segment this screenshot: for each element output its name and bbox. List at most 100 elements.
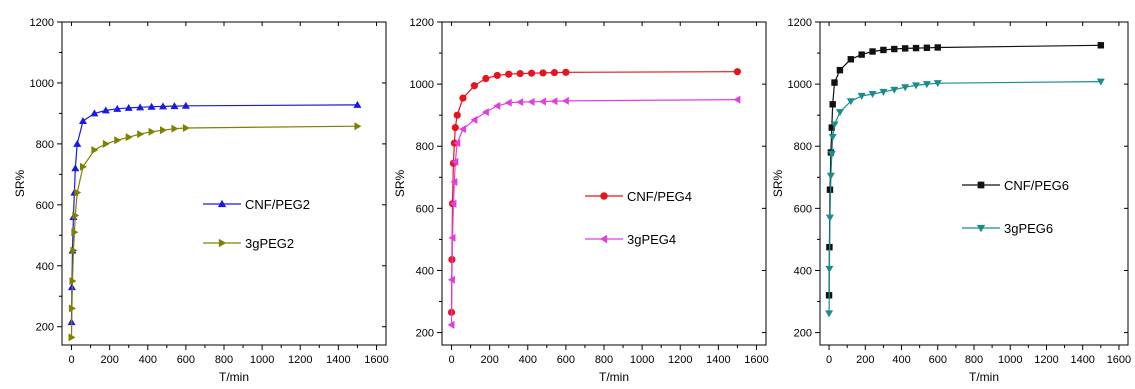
y-tick-label: 400 bbox=[794, 265, 812, 277]
data-point bbox=[160, 126, 168, 135]
y-tick-label: 600 bbox=[36, 200, 54, 212]
x-tick-label: 1000 bbox=[998, 354, 1022, 366]
y-tick-label: 1200 bbox=[410, 17, 434, 29]
data-point bbox=[901, 84, 910, 92]
x-tick-label: 600 bbox=[929, 354, 947, 366]
data-point bbox=[171, 124, 179, 133]
x-tick-label: 600 bbox=[177, 354, 195, 366]
data-point bbox=[826, 172, 835, 180]
data-point bbox=[459, 94, 467, 102]
x-tick-label: 1400 bbox=[706, 354, 730, 366]
data-point bbox=[447, 320, 455, 329]
data-point bbox=[72, 211, 80, 220]
data-point bbox=[353, 100, 362, 108]
data-point bbox=[124, 103, 133, 111]
data-point bbox=[550, 97, 558, 106]
data-point bbox=[912, 44, 920, 52]
data-point bbox=[170, 102, 179, 110]
chart-panel-3: 0 200 400 600 800 1000 1200 1400 1600 200 400 600 80… bbox=[771, 17, 1131, 384]
data-point bbox=[829, 101, 836, 108]
y-tick-label: 1000 bbox=[30, 78, 54, 90]
data-point bbox=[901, 45, 909, 52]
data-point bbox=[828, 124, 835, 131]
y-tick-label: 800 bbox=[416, 141, 434, 153]
data-point bbox=[458, 125, 466, 134]
data-point bbox=[71, 164, 80, 172]
data-point bbox=[68, 333, 76, 342]
data-point bbox=[825, 310, 834, 318]
y-tick-label: 200 bbox=[36, 322, 54, 334]
data-point bbox=[846, 98, 855, 106]
data-point bbox=[451, 123, 459, 132]
y-axis-title: SR% bbox=[771, 170, 785, 198]
data-point bbox=[453, 111, 461, 119]
y-tick-label: 600 bbox=[794, 203, 812, 215]
y-tick-label: 400 bbox=[416, 265, 434, 277]
y-tick-label: 400 bbox=[36, 261, 54, 273]
x-tick-label: 200 bbox=[480, 354, 498, 366]
data-point bbox=[527, 97, 535, 106]
data-point bbox=[539, 97, 547, 106]
x-tick-label: 0 bbox=[448, 354, 454, 366]
data-point bbox=[447, 275, 455, 284]
series-CNF/PEG6 bbox=[825, 42, 1105, 299]
x-tick-label: 1600 bbox=[364, 354, 388, 366]
plot-frame bbox=[819, 21, 1129, 346]
data-point bbox=[868, 91, 877, 99]
data-point bbox=[79, 162, 87, 171]
series-CNF/PEG4 bbox=[447, 68, 742, 316]
x-tick-label: 200 bbox=[100, 354, 118, 366]
series-3gPEG4 bbox=[447, 95, 741, 329]
y-tick-label: 1200 bbox=[30, 17, 54, 29]
x-tick-label: 1400 bbox=[1070, 354, 1094, 366]
data-point bbox=[481, 108, 489, 117]
data-point bbox=[828, 133, 837, 141]
data-point bbox=[1096, 78, 1105, 86]
data-point bbox=[449, 199, 457, 208]
series-line bbox=[450, 99, 738, 325]
chart-panel-2: 0 200 400 600 800 1000 1200 1400 1600 200 400 600 80… bbox=[393, 17, 769, 384]
x-tick-label: 1200 bbox=[1034, 354, 1058, 366]
data-point bbox=[71, 228, 79, 237]
data-point bbox=[516, 98, 524, 107]
data-point bbox=[825, 265, 834, 273]
x-axis-title: T/min bbox=[219, 370, 249, 384]
data-point bbox=[880, 46, 887, 54]
legend-label: 3gPEG6 bbox=[1004, 221, 1053, 236]
data-point bbox=[858, 51, 865, 58]
data-point bbox=[825, 214, 834, 222]
data-point bbox=[826, 186, 834, 193]
x-tick-label: 600 bbox=[557, 354, 575, 366]
data-point bbox=[869, 48, 876, 55]
series-line bbox=[70, 125, 358, 338]
data-point bbox=[102, 139, 110, 148]
data-point bbox=[451, 157, 459, 166]
data-point bbox=[847, 56, 854, 63]
data-point bbox=[448, 233, 456, 242]
data-point bbox=[91, 145, 99, 154]
data-point bbox=[527, 69, 536, 77]
data-point bbox=[836, 66, 844, 74]
series-3gPEG2 bbox=[68, 122, 362, 342]
data-point bbox=[181, 101, 190, 109]
legend-marker bbox=[599, 234, 608, 244]
data-point bbox=[827, 150, 836, 158]
data-point bbox=[453, 139, 461, 148]
data-point bbox=[934, 44, 941, 51]
data-point bbox=[933, 80, 942, 88]
legend-marker bbox=[600, 192, 608, 200]
x-tick-label: 400 bbox=[139, 354, 157, 366]
y-tick-label: 600 bbox=[416, 203, 434, 215]
x-tick-label: 1000 bbox=[630, 354, 654, 366]
x-tick-label: 0 bbox=[826, 354, 832, 366]
chart-panel-1: 0 200 400 600 800 1000 1200 1400 1600 200 400 600 80… bbox=[13, 17, 389, 384]
data-point bbox=[561, 96, 569, 105]
x-axis-title: T/min bbox=[599, 370, 629, 384]
data-point bbox=[90, 109, 99, 117]
x-tick-label: 1200 bbox=[288, 354, 312, 366]
legend-marker bbox=[976, 224, 986, 233]
y-tick-label: 1200 bbox=[788, 17, 812, 29]
x-tick-label: 800 bbox=[965, 354, 983, 366]
x-tick-label: 800 bbox=[595, 354, 613, 366]
data-point bbox=[857, 92, 866, 100]
